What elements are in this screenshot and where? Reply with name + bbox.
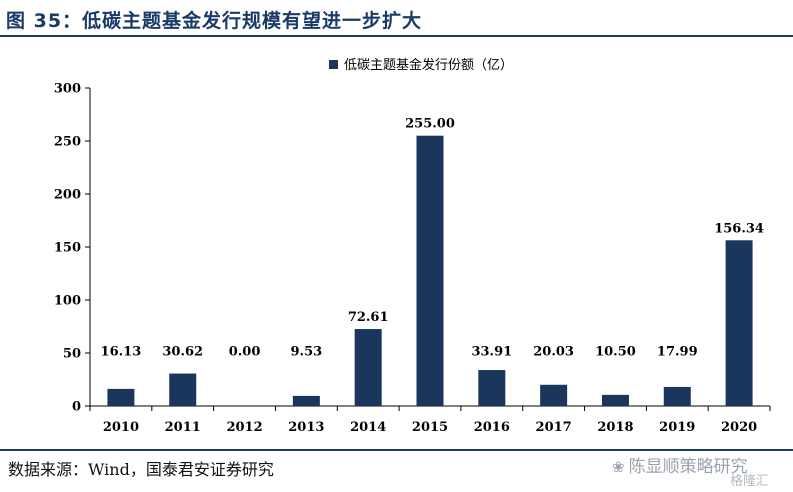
data-label: 0.00 [229, 345, 261, 360]
data-label: 72.61 [348, 310, 389, 325]
bar [540, 384, 568, 406]
x-tick-label: 2018 [597, 420, 633, 435]
y-axis: 0 50 100 150 200 250 300 [54, 82, 91, 415]
data-label: 30.62 [162, 345, 203, 360]
x-tick-label: 2015 [412, 420, 448, 435]
x-tick-label: 2017 [536, 420, 572, 435]
data-label: 156.34 [714, 221, 764, 236]
x-tick-label: 2016 [474, 420, 510, 435]
chart-legend: 低碳主题基金发行份额（亿） [329, 57, 513, 73]
data-label: 33.91 [471, 345, 512, 360]
data-label: 20.03 [533, 345, 574, 360]
bar [354, 329, 382, 406]
wechat-icon: ❀ [612, 458, 625, 476]
x-tick-label: 2019 [659, 420, 695, 435]
y-tick-label: 0 [72, 400, 81, 415]
bar [292, 395, 320, 406]
bar [725, 240, 753, 406]
x-tick-label: 2010 [103, 420, 139, 435]
y-tick-label: 50 [63, 347, 81, 362]
x-tick-label: 2012 [226, 420, 262, 435]
y-tick-label: 200 [54, 188, 81, 203]
data-label: 17.99 [657, 345, 698, 360]
legend-label: 低碳主题基金发行份额（亿） [344, 57, 513, 73]
bar [169, 373, 197, 406]
x-tick-label: 2011 [165, 420, 201, 435]
bar-series [107, 135, 753, 406]
x-tick-label: 2014 [350, 420, 386, 435]
y-tick-label: 250 [54, 135, 81, 150]
bar [663, 386, 691, 406]
watermark-brand-text: 陈显顺策略研究 [628, 457, 748, 477]
data-label: 16.13 [101, 345, 142, 360]
figure-title-bar: 图 35：低碳主题基金发行规模有望进一步扩大 [0, 0, 793, 37]
watermark-brand: ❀ 陈显顺策略研究 [612, 452, 748, 477]
x-axis: 2010 2011 2012 2013 2014 2015 2016 2017 2018 2019… [89, 405, 771, 435]
footer-divider [0, 449, 793, 451]
title-divider [0, 35, 793, 37]
bar [478, 370, 506, 406]
x-tick-label: 2020 [721, 420, 757, 435]
data-label: 255.00 [405, 117, 455, 132]
y-tick-label: 100 [54, 294, 81, 309]
x-tick-label: 2013 [288, 420, 324, 435]
bar [416, 135, 444, 406]
watermark-secondary: 格隆汇 [730, 474, 770, 489]
data-label: 9.53 [291, 345, 323, 360]
legend-swatch [329, 60, 338, 69]
data-label: 10.50 [595, 345, 636, 360]
source-note: 数据来源：Wind，国泰君安证券研究 [8, 460, 274, 479]
y-tick-label: 300 [54, 82, 81, 97]
bar [107, 388, 135, 406]
bar [601, 394, 629, 406]
data-labels: 16.13 30.62 0.00 9.53 72.61 255.00 33.91 20.03 1… [101, 117, 764, 360]
figure-title: 图 35：低碳主题基金发行规模有望进一步扩大 [6, 10, 423, 32]
y-tick-label: 150 [54, 241, 81, 256]
